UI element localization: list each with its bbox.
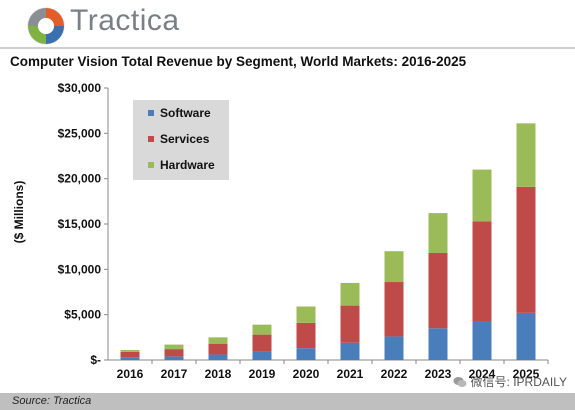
x-tick-label-2016: 2016 [117,367,144,381]
x-tick-label-2024: 2024 [469,367,496,381]
y-tick-label: $15,000 [58,217,102,231]
bar-software-2023 [428,328,448,360]
bar-services-2018 [208,343,228,355]
legend-swatch-software [148,110,154,116]
bar-services-2017 [164,349,184,357]
bar-software-2017 [164,356,184,360]
tractica-logo-icon [27,7,65,45]
chart-axes: $- $5,000 $10,000 $15,000 $20,000 $25,000 $30,… [58,81,549,381]
bar-services-2025 [516,186,536,313]
legend-swatch-services [148,136,154,142]
y-tick-label: $20,000 [58,172,102,186]
bar-hardware-2016 [120,350,140,352]
bar-services-2020 [296,322,316,349]
brand-name: Tractica [70,4,180,37]
legend-label-services: Services [160,132,210,146]
bar-hardware-2025 [516,123,536,187]
bar-hardware-2017 [164,344,184,350]
title-divider [0,47,575,49]
bar-hardware-2022 [384,251,404,283]
bar-services-2023 [428,253,448,329]
bar-services-2022 [384,282,404,337]
bar-software-2016 [120,357,140,360]
chart-title: Computer Vision Total Revenue by Segment… [10,54,467,69]
bar-software-2019 [252,351,272,360]
x-tick-label-2022: 2022 [381,367,408,381]
bar-software-2022 [384,336,404,360]
x-tick-label-2017: 2017 [161,367,188,381]
y-tick-label: $10,000 [58,262,102,276]
x-tick-label-2023: 2023 [425,367,452,381]
bar-hardware-2021 [340,282,360,306]
bar-software-2018 [208,354,228,360]
bar-hardware-2020 [296,306,316,323]
chart-legend: Software Services Hardware [133,100,229,180]
bar-services-2021 [340,305,360,343]
x-tick-label-2018: 2018 [205,367,232,381]
source-note: Source: Tractica [12,395,92,407]
y-axis-label: ($ Millions) [12,181,26,244]
bar-software-2024 [472,321,492,360]
bar-hardware-2024 [472,169,492,222]
x-tick-label-2019: 2019 [249,367,276,381]
y-tick-label: $- [90,353,101,367]
bar-services-2024 [472,221,492,322]
y-tick-label: $5,000 [64,308,101,322]
watermark-text: 微信号: IPRDAILY [470,375,567,389]
bar-hardware-2019 [252,324,272,335]
bar-hardware-2018 [208,337,228,344]
x-tick-label-2025: 2025 [513,367,540,381]
bar-services-2016 [120,351,140,358]
watermark: 微信号: IPRDAILY [453,373,567,390]
bar-software-2020 [296,348,316,360]
y-tick-label: $25,000 [58,126,102,140]
bar-services-2019 [252,334,272,352]
stacked-bar-chart: $- $5,000 $10,000 $15,000 $20,000 $25,000 $30,… [12,81,549,381]
legend-label-software: Software [160,106,211,120]
chart-bars [120,123,536,360]
bar-software-2021 [340,342,360,360]
y-tick-label: $30,000 [58,81,102,95]
wechat-icon [453,376,467,387]
x-tick-label-2020: 2020 [293,367,320,381]
x-tick-label-2021: 2021 [337,367,364,381]
footer-bar: Source: Tractica [0,393,575,410]
legend-label-hardware: Hardware [160,158,215,172]
legend-swatch-hardware [148,162,154,168]
bar-software-2025 [516,312,536,360]
bar-hardware-2023 [428,213,448,254]
